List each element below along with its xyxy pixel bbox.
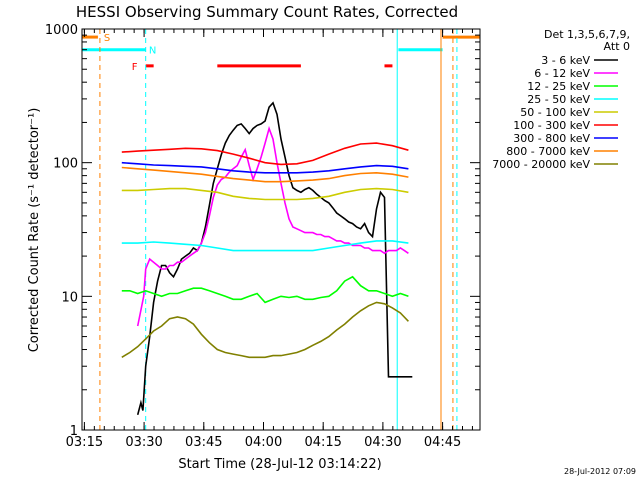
plot-frame	[81, 28, 481, 431]
legend-entry: 7000 - 20000 keV	[492, 158, 590, 171]
x-tick-label: 04:00	[245, 435, 282, 450]
x-tick-label: 04:45	[424, 435, 461, 450]
legend-entry: 50 - 100 keV	[520, 106, 590, 119]
legend-header: Det 1,3,5,6,7,9,	[544, 28, 630, 41]
legend-entry: 300 - 800 keV	[513, 132, 590, 145]
y-axis-label: Corrected Count Rate (s⁻¹ detector⁻¹)	[27, 108, 42, 353]
x-tick-label: 03:15	[66, 435, 103, 450]
x-axis: 03:15 03:30 03:45 04:00 04:15 04:30 04:45	[66, 29, 473, 450]
generation-timestamp: 28-Jul-2012 07:09	[564, 467, 636, 476]
attenuator-state-lines	[99, 29, 458, 430]
legend-entry: 800 - 7000 keV	[506, 145, 590, 158]
series-lines	[121, 101, 413, 416]
x-axis-label: Start Time (28-Jul-12 03:14:22)	[178, 457, 381, 472]
series-line-8	[121, 301, 409, 359]
series-line-0	[136, 101, 413, 416]
legend-entry: 25 - 50 keV	[527, 93, 590, 106]
series-line-5	[121, 142, 409, 166]
series-line-3	[121, 240, 409, 252]
x-tick-label: 04:15	[304, 435, 341, 450]
chart-title: HESSI Observing Summary Count Rates, Cor…	[76, 3, 458, 21]
y-tick-label: 1000	[45, 23, 78, 38]
series-line-1	[136, 125, 409, 327]
series-line-7	[121, 166, 409, 183]
x-tick-label: 03:30	[125, 435, 162, 450]
flag-label-f: F	[132, 62, 138, 73]
legend-entry: 12 - 25 keV	[527, 80, 590, 93]
legend-entry: 6 - 12 keV	[534, 67, 590, 80]
series-line-6	[121, 161, 409, 174]
series-line-2	[121, 275, 409, 304]
y-tick-label: 100	[53, 157, 78, 172]
x-tick-label: 03:45	[185, 435, 222, 450]
y-axis: 1 10 100 1000	[45, 23, 480, 439]
series-line-4	[121, 187, 409, 201]
y-tick-label: 1	[70, 424, 78, 439]
y-tick-label: 10	[61, 290, 78, 305]
legend-entry: 100 - 300 keV	[513, 119, 590, 132]
x-tick-label: 04:30	[364, 435, 401, 450]
observing-flags: S NF	[82, 33, 480, 73]
legend-entry: 3 - 6 keV	[541, 54, 590, 67]
flag-label-n: N	[149, 46, 156, 57]
flag-label-s: S	[104, 33, 110, 44]
legend-header: Att 0	[604, 40, 630, 53]
